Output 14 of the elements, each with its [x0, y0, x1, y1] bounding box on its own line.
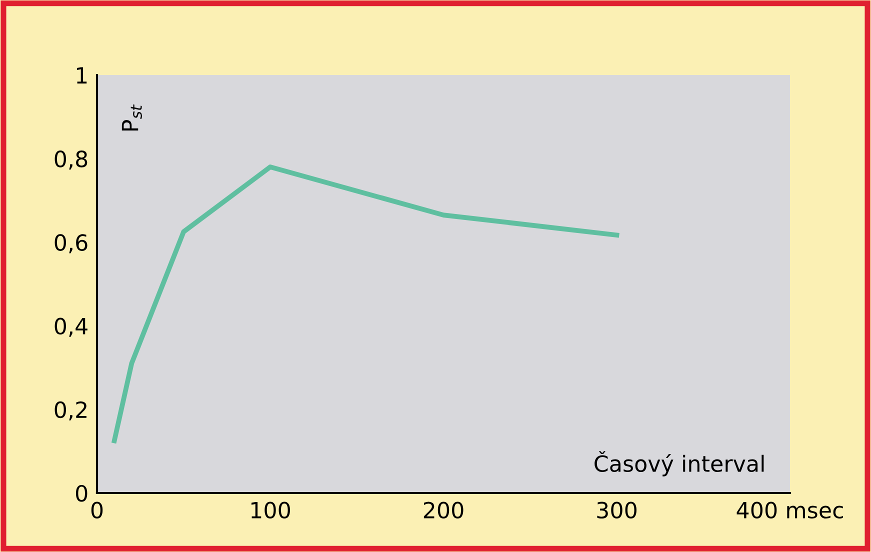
x-axis-title: Časový interval — [594, 451, 764, 476]
y-tick-label: 0,8 — [54, 150, 88, 170]
y-tick-label: 1 — [76, 67, 87, 84]
y-tick-label: 0,6 — [54, 234, 88, 254]
x-tick-label: 0 — [91, 502, 103, 519]
x-tick-label: 400 msec — [736, 502, 843, 519]
y-tick-label: 0,2 — [54, 401, 86, 420]
line-series — [112, 164, 620, 444]
y-axis-title: P$_{st}$ — [122, 104, 142, 131]
x-tick-label: 100 — [251, 502, 290, 519]
y-tick-label: 0,4 — [54, 318, 88, 337]
x-tick-label: 300 — [597, 502, 636, 519]
x-tick-label: 200 — [424, 502, 464, 519]
y-tick-label: 0 — [76, 484, 88, 502]
